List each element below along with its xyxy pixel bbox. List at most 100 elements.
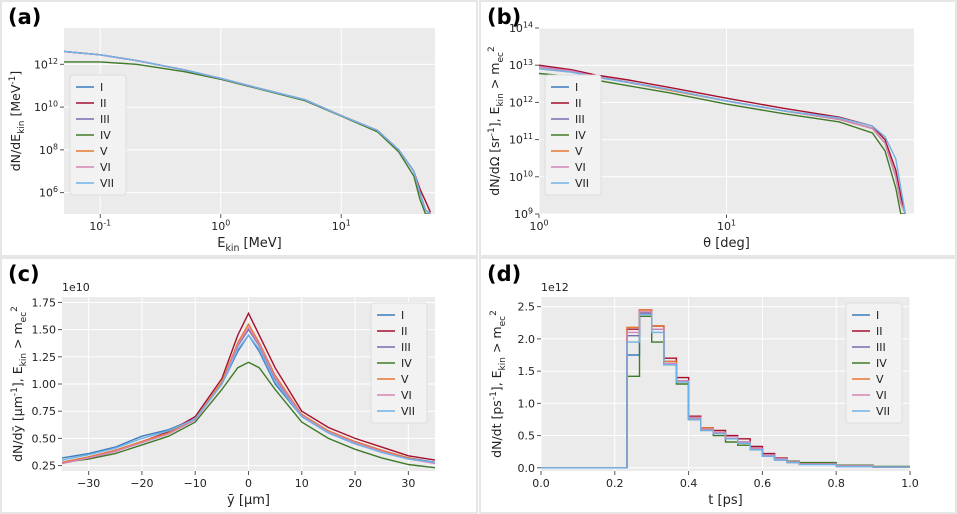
y-tick-label: 1013 bbox=[509, 58, 533, 72]
legend-label-VI: VI bbox=[401, 389, 412, 402]
y-tick-label: 106 bbox=[39, 185, 58, 199]
series-line-IV bbox=[62, 361, 435, 469]
legend-box bbox=[370, 302, 428, 424]
x-tick-label: −30 bbox=[77, 477, 100, 490]
y-tick-label: 0.75 bbox=[32, 405, 57, 418]
panel-label-b: (b) bbox=[487, 5, 522, 29]
series-group bbox=[541, 309, 910, 469]
series-line-VII bbox=[64, 50, 431, 214]
legend-label-III: III bbox=[100, 113, 110, 126]
x-tick-label: 10 bbox=[295, 477, 309, 490]
y-tick-label: 109 bbox=[514, 207, 533, 221]
legend-label-I: I bbox=[876, 309, 879, 322]
series-line-VII bbox=[62, 333, 435, 463]
legend-label-III: III bbox=[876, 341, 886, 354]
y-tick-label: 0.25 bbox=[32, 460, 57, 473]
x-tick-label: 101 bbox=[332, 219, 351, 233]
y-tick-label: 1.00 bbox=[32, 378, 57, 391]
y-axis-label: dN/dEkin [MeV-1] bbox=[8, 71, 27, 172]
legend-label-I: I bbox=[100, 81, 103, 94]
y-axis-label: dN/dΩ [sr-1], Ekin > mec2 bbox=[487, 46, 506, 195]
series-line-V bbox=[62, 322, 435, 465]
legend-label-VII: VII bbox=[100, 177, 114, 190]
legend-label-IV: IV bbox=[100, 129, 111, 142]
x-tick-label: 0.6 bbox=[754, 477, 772, 490]
x-tick-label: 20 bbox=[348, 477, 362, 490]
x-tick-label: −10 bbox=[184, 477, 207, 490]
y-axis-label: dN/dȳ [μm-1], Ekin > mec2 bbox=[10, 306, 29, 462]
y-tick-label: 1.5 bbox=[518, 365, 536, 378]
y-tick-label: 2.5 bbox=[518, 301, 536, 314]
x-tick-label: 101 bbox=[717, 219, 736, 233]
legend-label-III: III bbox=[401, 341, 411, 354]
legend-label-VI: VI bbox=[575, 161, 586, 174]
chart-c: −30 −20 −10 0 10 20 30 0.25 0.50 0.75 1.00 1.25 1.50… bbox=[10, 281, 435, 508]
y-tick-label: 1010 bbox=[509, 169, 533, 183]
legend-label-II: II bbox=[401, 325, 408, 338]
panel-label-c: (c) bbox=[8, 262, 40, 286]
legend-label-IV: IV bbox=[575, 129, 586, 142]
legend-label-VII: VII bbox=[575, 177, 589, 190]
y-tick-label: 0.0 bbox=[518, 462, 536, 475]
legend-label-V: V bbox=[401, 373, 409, 386]
legend-label-VI: VI bbox=[876, 389, 887, 402]
series-line-VII bbox=[541, 313, 910, 469]
legend-box bbox=[69, 74, 127, 196]
x-tick-label: 100 bbox=[211, 219, 230, 233]
chart-b: 100 101 109 1010 1011 1012 1013 1014 θ [deg] dN/d… bbox=[487, 21, 914, 251]
x-tick-label: 0.2 bbox=[606, 477, 624, 490]
legend-label-V: V bbox=[575, 145, 583, 158]
axis-multiplier: 1e12 bbox=[541, 281, 569, 294]
y-tick-label: 1.50 bbox=[32, 324, 57, 337]
x-tick-label: 30 bbox=[401, 477, 415, 490]
x-tick-label: 0.8 bbox=[827, 477, 845, 490]
panel-c: −30 −20 −10 0 10 20 30 0.25 0.50 0.75 1.00 1.25 1.50… bbox=[0, 257, 478, 514]
chart-d: 0.0 0.2 0.4 0.6 0.8 1.0 0.0 0.5 1.0 1.5 2.0 2.5 t [p… bbox=[489, 281, 919, 508]
legend-label-V: V bbox=[876, 373, 884, 386]
legend-label-II: II bbox=[876, 325, 883, 338]
legend-label-VII: VII bbox=[876, 405, 890, 418]
panel-label-d: (d) bbox=[487, 262, 522, 286]
legend-label-VII: VII bbox=[401, 405, 415, 418]
axis-multiplier: 1e10 bbox=[62, 281, 90, 294]
y-axis-label: dN/dt [ps-1], Ekin > mec2 bbox=[489, 310, 508, 458]
legend-label-II: II bbox=[575, 97, 582, 110]
y-tick-label: 0.50 bbox=[32, 432, 57, 445]
x-axis-label: θ [deg] bbox=[703, 236, 750, 251]
x-tick-label: −20 bbox=[130, 477, 153, 490]
x-axis-label: Ekin [MeV] bbox=[217, 236, 282, 254]
y-tick-label: 1.25 bbox=[32, 351, 57, 364]
panel-b: 100 101 109 1010 1011 1012 1013 1014 θ [deg] dN/d… bbox=[479, 0, 957, 257]
legend-label-II: II bbox=[100, 97, 107, 110]
x-tick-label: 100 bbox=[529, 219, 548, 233]
y-tick-label: 1.0 bbox=[518, 397, 536, 410]
y-tick-label: 2.0 bbox=[518, 333, 536, 346]
x-tick-label: 10-1 bbox=[89, 219, 111, 233]
x-tick-label: 0.0 bbox=[532, 477, 550, 490]
chart-a: 10-1 100 101 106 108 1010 1012 Ekin [MeV] dN/dEk… bbox=[8, 28, 435, 254]
legend-label-I: I bbox=[575, 81, 578, 94]
y-tick-label: 108 bbox=[39, 142, 58, 156]
series-line-VI bbox=[62, 326, 435, 465]
y-tick-label: 1.75 bbox=[32, 296, 57, 309]
series-group bbox=[64, 50, 432, 214]
y-tick-label: 1012 bbox=[509, 95, 533, 109]
y-tick-label: 0.5 bbox=[518, 430, 536, 443]
y-tick-label: 1012 bbox=[34, 57, 58, 71]
legend-label-VI: VI bbox=[100, 161, 111, 174]
y-tick-label: 1010 bbox=[34, 100, 58, 114]
x-tick-label: 0.4 bbox=[680, 477, 698, 490]
y-tick-label: 1014 bbox=[509, 21, 533, 35]
legend-box bbox=[845, 302, 903, 424]
panel-label-a: (a) bbox=[8, 5, 42, 29]
x-axis-label: t [ps] bbox=[708, 493, 742, 508]
legend-label-V: V bbox=[100, 145, 108, 158]
x-axis-label: ȳ [μm] bbox=[227, 493, 270, 508]
panel-a: 10-1 100 101 106 108 1010 1012 Ekin [MeV] dN/dEk… bbox=[0, 0, 478, 257]
legend-label-III: III bbox=[575, 113, 585, 126]
legend-label-IV: IV bbox=[401, 357, 412, 370]
legend-box bbox=[544, 74, 602, 196]
panel-d: 0.0 0.2 0.4 0.6 0.8 1.0 0.0 0.5 1.0 1.5 2.0 2.5 t [p… bbox=[479, 257, 957, 514]
series-group bbox=[62, 311, 435, 469]
x-tick-label: 1.0 bbox=[901, 477, 919, 490]
